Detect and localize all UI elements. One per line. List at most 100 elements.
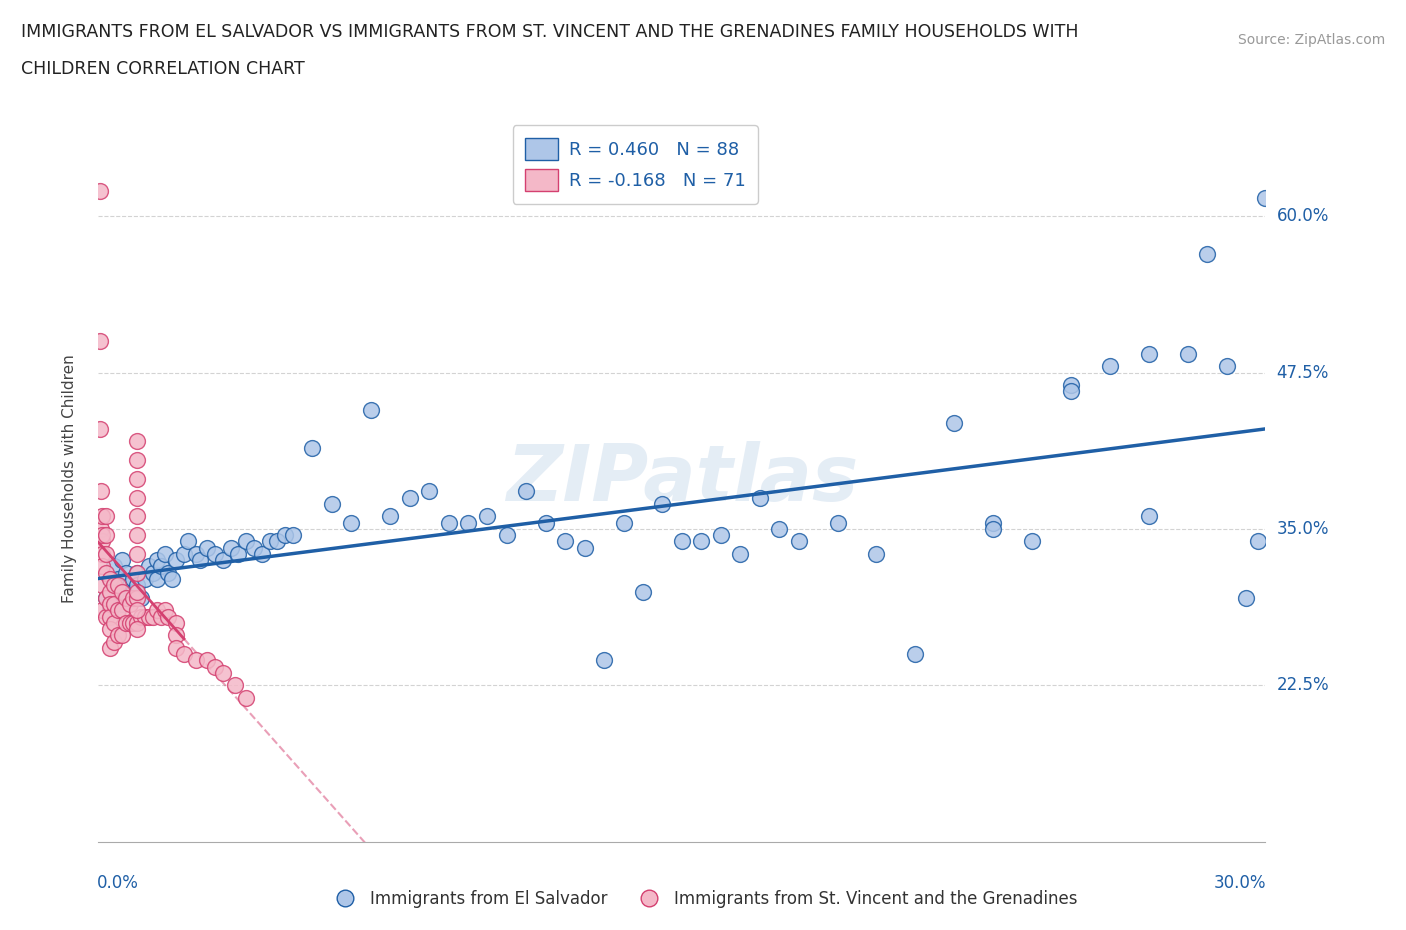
Point	[118, 578, 141, 592]
Point	[631, 584, 654, 599]
Point	[195, 653, 218, 668]
Point	[1060, 378, 1083, 392]
Point	[127, 565, 149, 580]
Point	[235, 690, 257, 705]
Point	[165, 616, 187, 631]
Point	[1215, 359, 1237, 374]
Point	[111, 603, 134, 618]
Point	[127, 472, 149, 486]
Point	[134, 572, 156, 587]
Text: 60.0%: 60.0%	[1277, 207, 1329, 225]
Point	[90, 522, 112, 537]
Point	[127, 621, 149, 636]
Point	[613, 515, 636, 530]
Point	[107, 584, 129, 599]
Point	[103, 616, 125, 631]
Point	[1021, 534, 1043, 549]
Point	[111, 552, 134, 567]
Point	[437, 515, 460, 530]
Point	[129, 609, 152, 624]
Point	[146, 572, 169, 587]
Point	[259, 534, 281, 549]
Point	[865, 547, 887, 562]
Point	[107, 572, 129, 587]
Point	[122, 572, 145, 587]
Point	[177, 534, 200, 549]
Text: 22.5%: 22.5%	[1277, 676, 1329, 695]
Point	[91, 559, 114, 574]
Point	[380, 509, 402, 524]
Point	[671, 534, 693, 549]
Point	[157, 565, 180, 580]
Point	[281, 528, 304, 543]
Point	[149, 559, 172, 574]
Text: CHILDREN CORRELATION CHART: CHILDREN CORRELATION CHART	[21, 60, 305, 78]
Point	[184, 547, 207, 562]
Point	[96, 547, 118, 562]
Point	[534, 515, 557, 530]
Point	[98, 584, 121, 599]
Point	[146, 603, 169, 618]
Point	[204, 547, 226, 562]
Point	[173, 547, 195, 562]
Text: ZIPatlas: ZIPatlas	[506, 441, 858, 517]
Legend: R = 0.460   N = 88, R = -0.168   N = 71: R = 0.460 N = 88, R = -0.168 N = 71	[513, 126, 758, 204]
Point	[477, 509, 499, 524]
Point	[96, 528, 118, 543]
Point	[114, 616, 136, 631]
Point	[127, 528, 149, 543]
Point	[96, 591, 118, 605]
Point	[165, 628, 187, 643]
Y-axis label: Family Households with Children: Family Households with Children	[62, 354, 77, 604]
Point	[162, 572, 184, 587]
Point	[90, 484, 112, 498]
Point	[122, 591, 145, 605]
Point	[89, 334, 111, 349]
Point	[114, 565, 136, 580]
Point	[1177, 347, 1199, 362]
Point	[127, 453, 149, 468]
Point	[235, 534, 257, 549]
Point	[127, 584, 149, 599]
Point	[981, 522, 1004, 537]
Point	[827, 515, 849, 530]
Point	[266, 534, 288, 549]
Point	[138, 559, 160, 574]
Point	[127, 565, 149, 580]
Point	[690, 534, 713, 549]
Point	[96, 591, 118, 605]
Point	[204, 659, 226, 674]
Point	[96, 509, 118, 524]
Point	[157, 609, 180, 624]
Point	[321, 497, 343, 512]
Point	[554, 534, 576, 549]
Point	[118, 616, 141, 631]
Point	[114, 584, 136, 599]
Point	[96, 565, 118, 580]
Point	[250, 547, 273, 562]
Point	[127, 547, 149, 562]
Point	[1195, 246, 1218, 261]
Point	[127, 578, 149, 592]
Point	[127, 616, 149, 631]
Point	[91, 509, 114, 524]
Point	[274, 528, 297, 543]
Point	[90, 547, 112, 562]
Point	[943, 415, 966, 430]
Point	[107, 603, 129, 618]
Text: 0.0%: 0.0%	[97, 874, 139, 892]
Point	[134, 609, 156, 624]
Point	[107, 628, 129, 643]
Point	[188, 552, 211, 567]
Point	[98, 572, 121, 587]
Point	[301, 440, 323, 455]
Point	[574, 540, 596, 555]
Point	[398, 490, 420, 505]
Point	[91, 603, 114, 618]
Text: IMMIGRANTS FROM EL SALVADOR VS IMMIGRANTS FROM ST. VINCENT AND THE GRENADINES FA: IMMIGRANTS FROM EL SALVADOR VS IMMIGRANT…	[21, 23, 1078, 41]
Point	[165, 641, 187, 656]
Point	[219, 540, 242, 555]
Point	[243, 540, 266, 555]
Point	[122, 616, 145, 631]
Point	[142, 565, 165, 580]
